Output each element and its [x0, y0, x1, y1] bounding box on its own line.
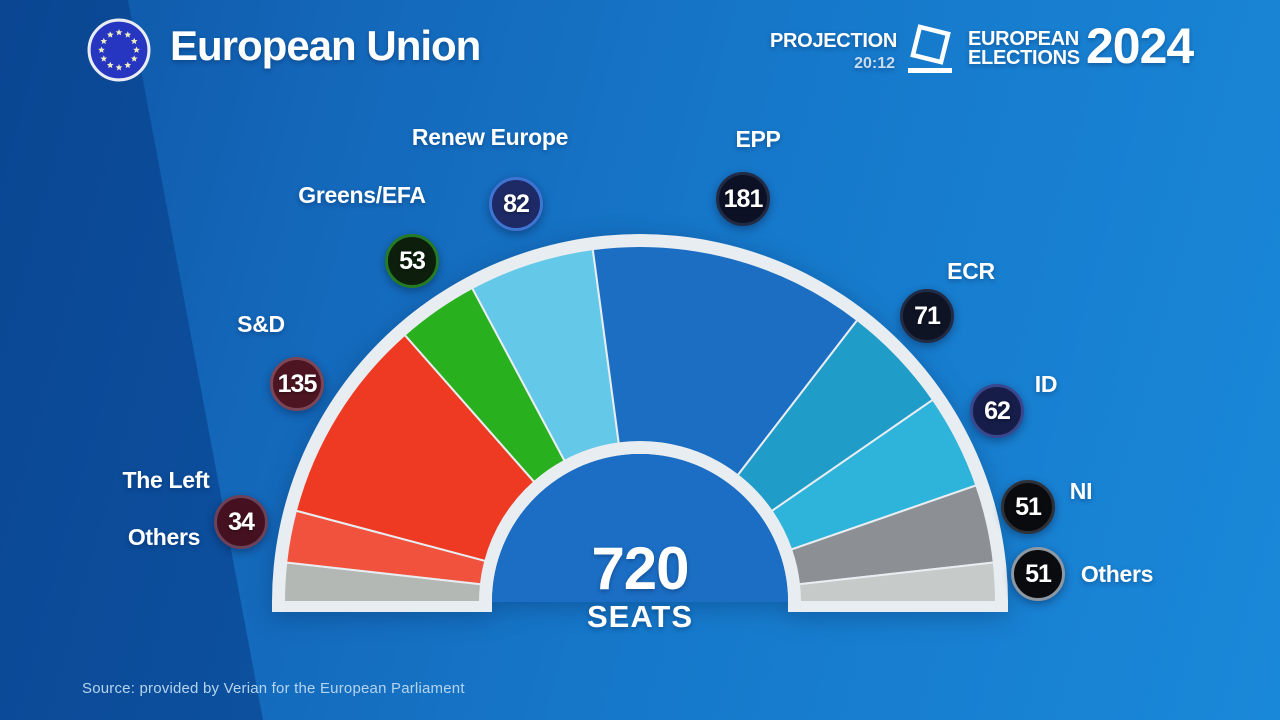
wedge-epp: [591, 245, 859, 477]
badge-sd: 135: [270, 357, 324, 411]
arc-baseline-left: [272, 602, 492, 612]
eu-flag-stars: [98, 28, 140, 71]
eu-star: [124, 61, 132, 69]
eu-star: [130, 37, 138, 45]
label-ni: NI: [1069, 478, 1093, 504]
eu-star: [133, 46, 140, 53]
badge-others-right: 51: [1011, 547, 1065, 601]
eu-star: [100, 55, 108, 62]
badge-renew-europe: 82: [489, 177, 543, 231]
total-seats-caption: SEATS: [586, 599, 694, 634]
label-others-right: Others: [1080, 561, 1154, 587]
total-seats-number: 720: [591, 535, 689, 602]
brand-line1: EUROPEAN: [968, 28, 1079, 50]
label-id: ID: [1034, 371, 1058, 397]
wedge-ecr: [736, 319, 934, 513]
eu-star: [124, 31, 132, 38]
eu-star: [115, 28, 123, 36]
source-note: Source: provided by Verian for the Europ…: [82, 680, 465, 697]
wedge-s-d: [294, 333, 536, 562]
eu-star: [106, 61, 114, 69]
badge-id: 62: [970, 384, 1024, 438]
badge-the-left: 34: [214, 495, 268, 549]
brand-block: EUROPEAN ELECTIONS: [968, 28, 1080, 69]
label-others-left: Others: [127, 524, 201, 550]
eu-star: [98, 46, 105, 53]
eu-flag-icon: [87, 18, 151, 82]
label-renew-europe: Renew Europe: [411, 124, 569, 150]
arc-baseline-right: [788, 602, 1008, 612]
label-epp: EPP: [735, 126, 781, 152]
page-title: European Union: [170, 22, 481, 69]
brand-line2: ELECTIONS: [968, 47, 1080, 69]
eu-star: [115, 64, 123, 71]
wedge-renew-europe: [471, 248, 620, 462]
inner-disc: [492, 454, 788, 602]
brand-year: 2024: [1086, 18, 1194, 74]
badge-ni: 51: [1001, 480, 1055, 534]
label-the-left: The Left: [122, 467, 210, 493]
badge-greens-efa: 53: [385, 234, 439, 288]
badge-ecr: 71: [900, 289, 954, 343]
projection-block: PROJECTION 20:12: [770, 30, 898, 73]
projection-time: 20:12: [854, 55, 895, 72]
ballot-box-icon: [908, 24, 952, 73]
label-sd: S&D: [237, 311, 285, 337]
wedge-others-right: [798, 561, 997, 603]
badge-epp: 181: [716, 172, 770, 226]
eu-star: [130, 55, 138, 62]
projection-label: PROJECTION: [770, 30, 898, 52]
total-seats: 720 SEATS: [515, 538, 765, 634]
label-greens-efa: Greens/EFA: [298, 182, 426, 208]
eu-star: [100, 37, 108, 45]
label-ecr: ECR: [947, 258, 995, 284]
eu-star: [106, 31, 114, 38]
